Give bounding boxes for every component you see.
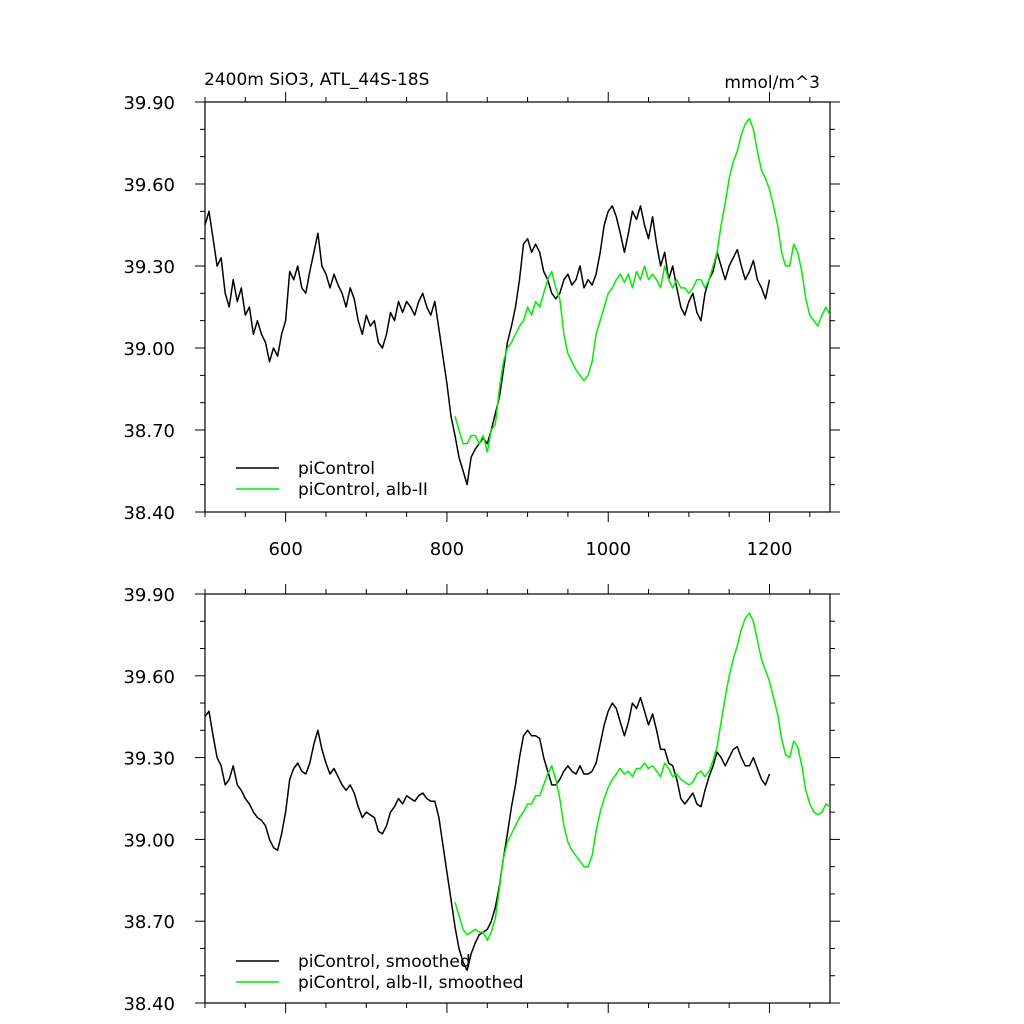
- x-tick-label: 1200: [747, 539, 793, 560]
- y-tick-label: 39.90: [123, 585, 175, 606]
- bottom-panel: 38.40 38.70 39.00 39.30 39.60 39.90 piControl,…: [123, 584, 840, 1015]
- y-tick-label: 39.30: [123, 257, 175, 278]
- y-tick-label: 39.90: [123, 93, 175, 114]
- chart-title: 2400m SiO3, ATL_44S-18S: [204, 70, 429, 90]
- y-tick-label: 39.60: [123, 175, 175, 196]
- y-tick-label: 38.70: [123, 421, 175, 442]
- x-tick-label: 800: [430, 539, 464, 560]
- y-tick-label: 39.00: [123, 830, 175, 851]
- y-tick-label: 39.60: [123, 667, 175, 688]
- series-line-alb-ii: [454, 117, 830, 453]
- series-line-picontrol: [205, 205, 771, 486]
- y-tick-label: 38.70: [123, 912, 175, 933]
- x-tick-label: 1000: [585, 539, 631, 560]
- y-tick-label: 38.40: [123, 503, 175, 524]
- units-label: mmol/m^3: [724, 73, 820, 93]
- legend-label: piControl, smoothed: [298, 952, 471, 972]
- y-tick-label: 39.00: [123, 339, 175, 360]
- y-tick-label: 39.30: [123, 749, 175, 770]
- series-line-picontrol: [205, 696, 771, 972]
- x-tick-label: 600: [268, 539, 302, 560]
- legend-label: piControl, alb-II, smoothed: [298, 973, 524, 993]
- legend-label: piControl: [298, 459, 375, 479]
- legend-label: piControl, alb-II: [298, 480, 428, 500]
- plot-frame: [204, 101, 831, 513]
- y-tick-label: 38.40: [123, 994, 175, 1015]
- top-panel: 600 800 1000 1200 38.40 38.70 39.00 39.30 39.60 3…: [123, 92, 840, 560]
- series-line-alb-ii: [454, 612, 830, 942]
- plot-frame: [204, 593, 831, 1004]
